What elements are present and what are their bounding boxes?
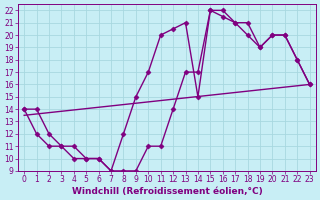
X-axis label: Windchill (Refroidissement éolien,°C): Windchill (Refroidissement éolien,°C): [72, 187, 262, 196]
